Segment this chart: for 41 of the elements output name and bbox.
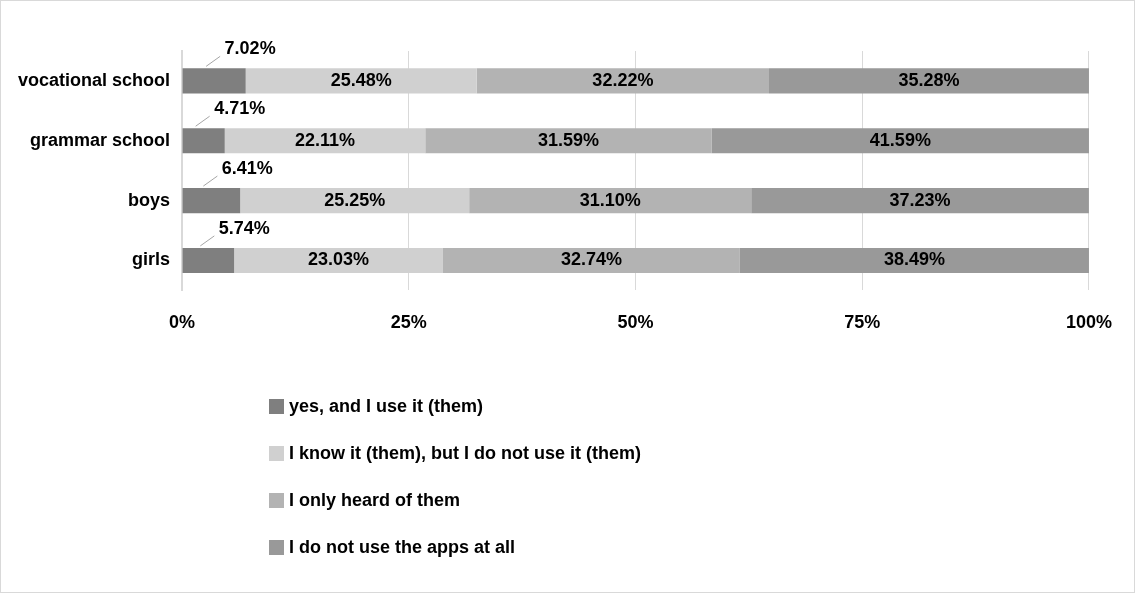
- x-tick-label: 75%: [844, 312, 881, 333]
- bar: [739, 247, 1089, 274]
- data-label: 35.28%: [898, 69, 960, 90]
- bar: [182, 68, 246, 94]
- data-label: 37.23%: [889, 189, 951, 210]
- data-label: 41.59%: [869, 129, 931, 150]
- x-tick-label: 100%: [1065, 312, 1112, 333]
- bar: [425, 128, 712, 154]
- y-tick-label: vocational school: [17, 69, 171, 90]
- y-tick-label: grammar school: [29, 129, 171, 150]
- bar: [476, 68, 770, 94]
- data-label: 25.25%: [324, 189, 386, 210]
- bar: [769, 68, 1089, 94]
- data-label: 4.71%: [214, 98, 266, 119]
- data-label: 22.11%: [294, 129, 356, 150]
- data-label: 31.10%: [579, 189, 641, 210]
- y-tick-label: girls: [132, 249, 171, 270]
- data-label: 7.02%: [224, 38, 276, 59]
- bar: [469, 188, 752, 214]
- bar: [711, 128, 1089, 154]
- x-tick-label: 50%: [617, 312, 654, 333]
- bar: [182, 188, 241, 214]
- legend-label: I only heard of them: [289, 490, 461, 511]
- data-label: 32.74%: [560, 249, 622, 270]
- bar: [751, 188, 1089, 214]
- data-label: 38.49%: [883, 249, 945, 270]
- legend-label: I do not use the apps at all: [289, 537, 516, 558]
- data-label: 32.22%: [592, 69, 654, 90]
- data-label: 6.41%: [221, 158, 273, 179]
- bar: [182, 128, 225, 154]
- data-label: 5.74%: [218, 217, 270, 238]
- data-label: 25.48%: [330, 69, 392, 90]
- legend-label: yes, and I use it (them): [289, 396, 484, 417]
- x-tick-label: 0%: [169, 312, 196, 333]
- x-tick-label: 25%: [390, 312, 427, 333]
- bar: [442, 247, 740, 274]
- y-tick-label: boys: [128, 189, 171, 210]
- bar: [182, 247, 235, 274]
- data-label: 31.59%: [538, 129, 600, 150]
- data-label: 23.03%: [308, 249, 370, 270]
- legend-label: I know it (them), but I do not use it (them): [289, 443, 641, 464]
